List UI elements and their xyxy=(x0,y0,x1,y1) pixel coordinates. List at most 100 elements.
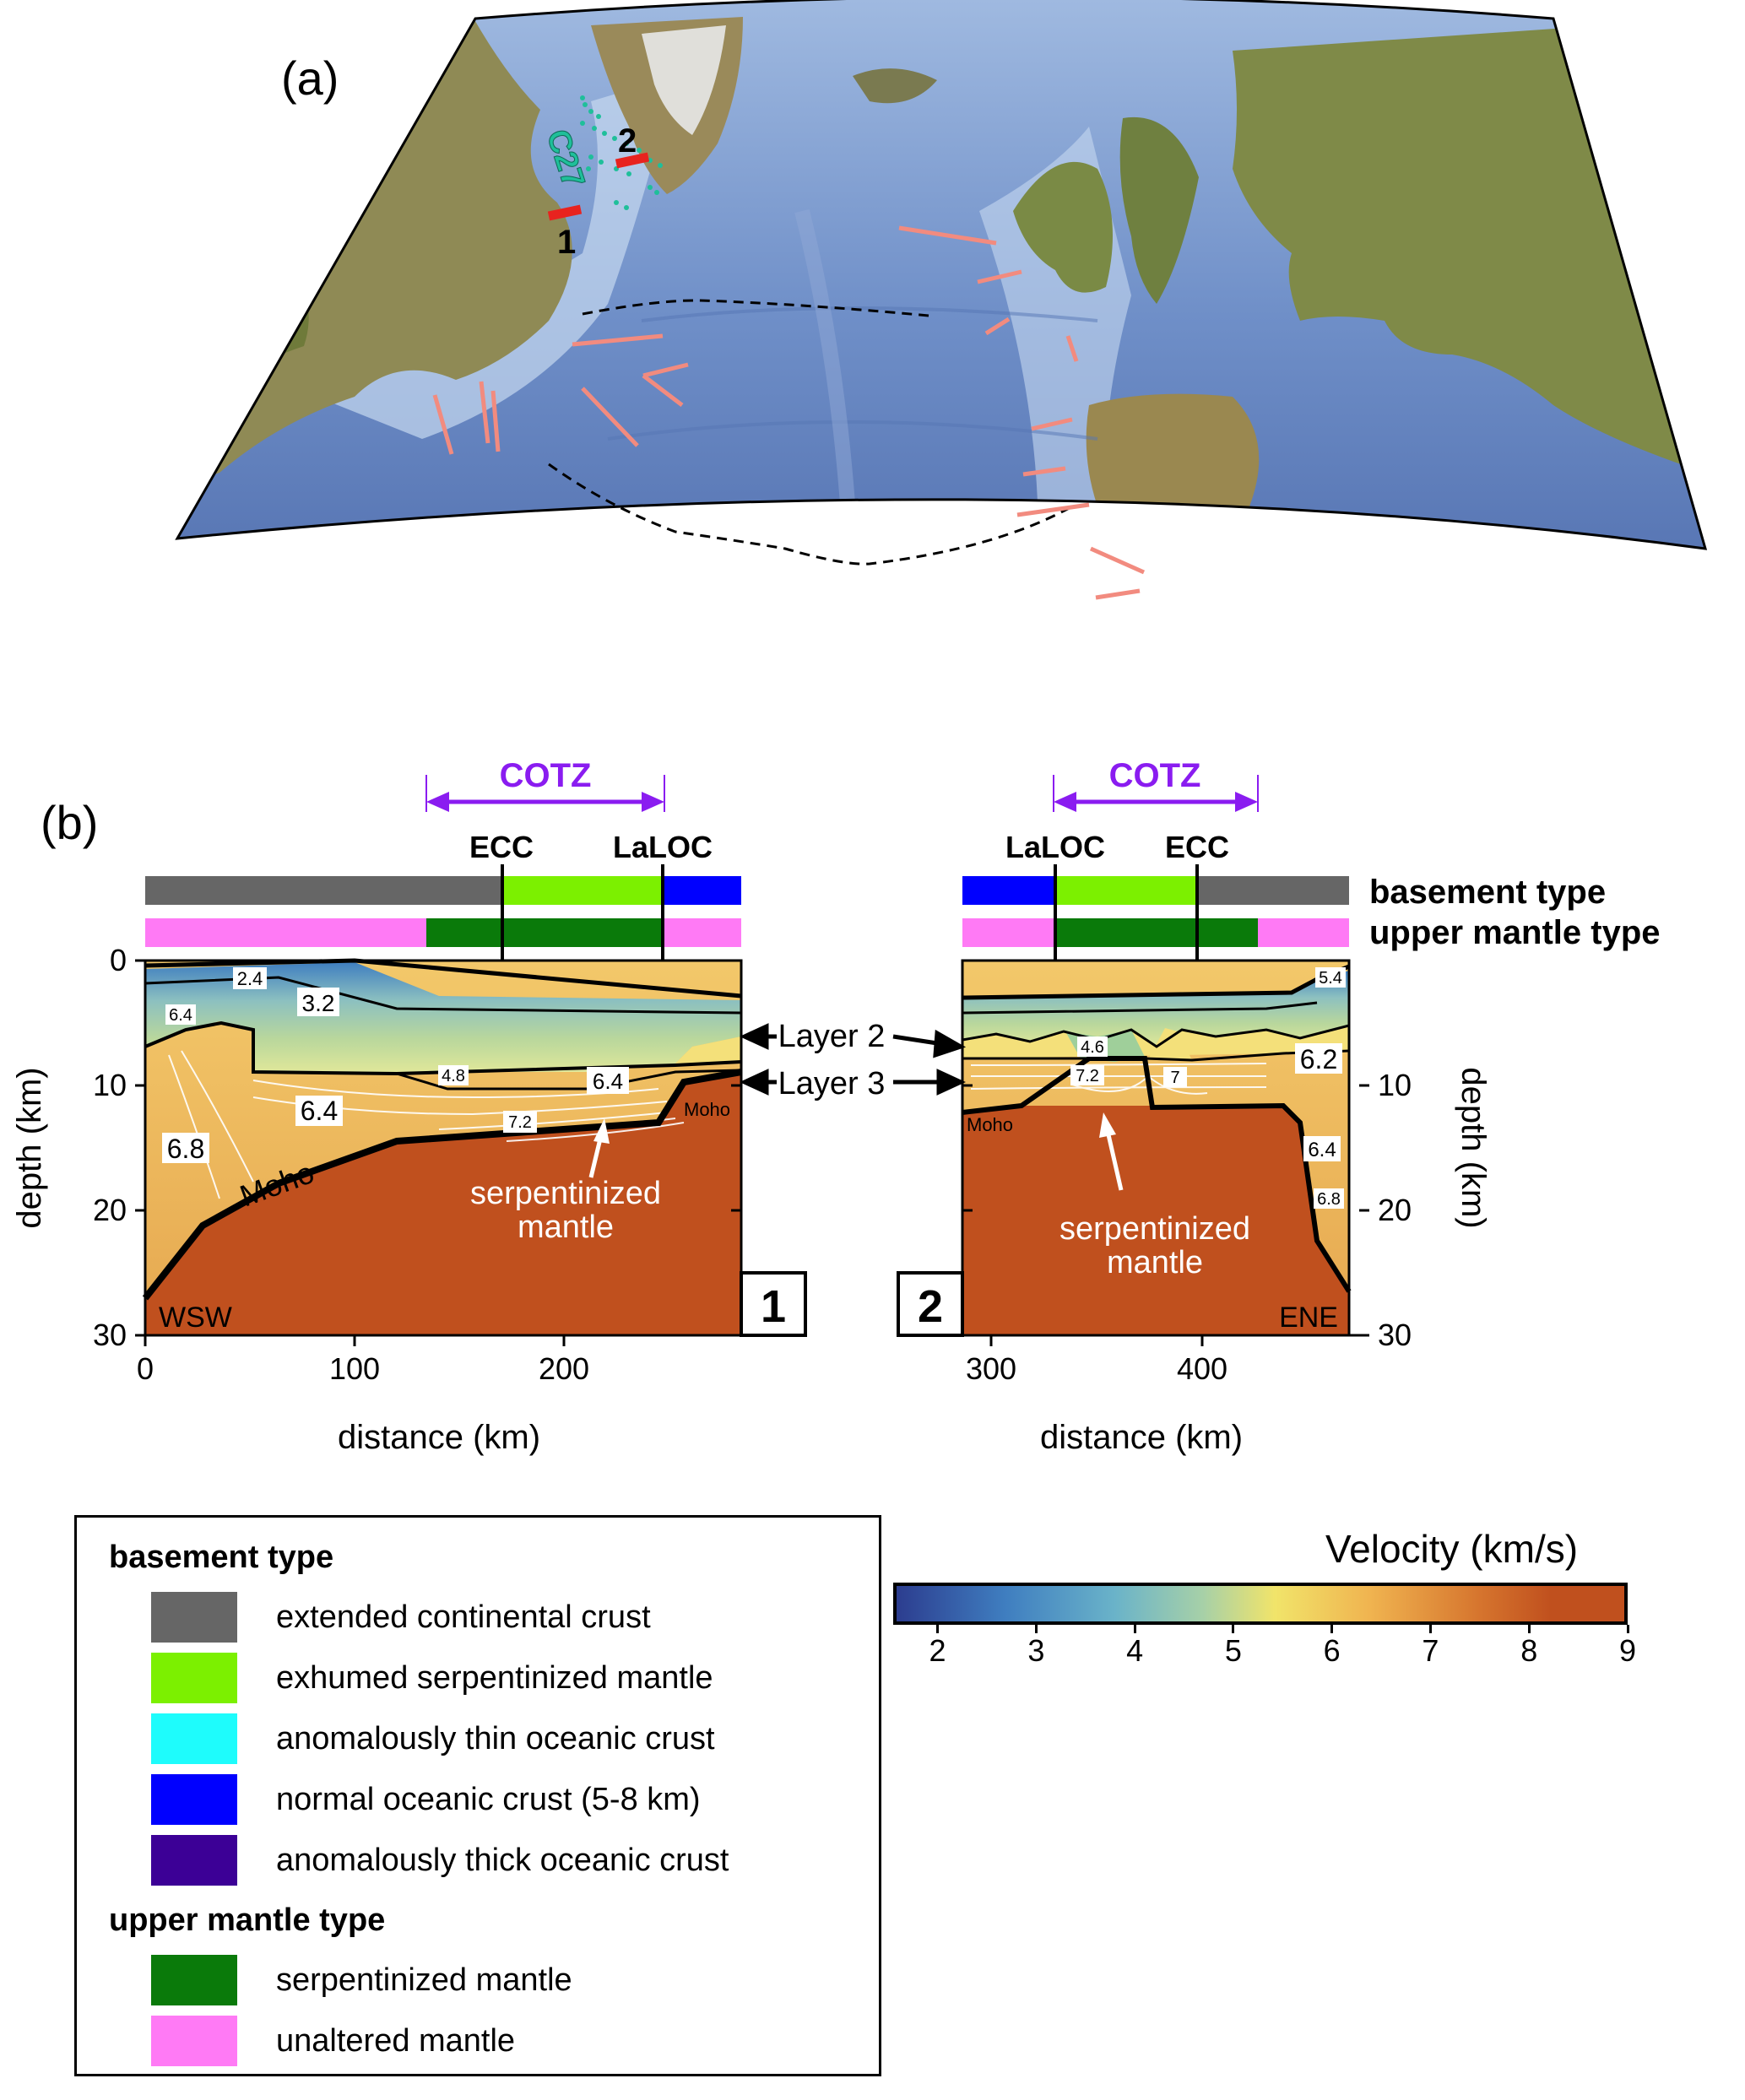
layer3-label: Layer 3 xyxy=(778,1066,886,1101)
svg-text:6.2: 6.2 xyxy=(1300,1044,1337,1074)
colorbar-tick-label: 7 xyxy=(1422,1633,1439,1668)
legend-swatch xyxy=(151,1835,237,1886)
svg-text:6.4: 6.4 xyxy=(169,1006,192,1025)
legend-swatch xyxy=(151,1955,237,2005)
svg-text:10: 10 xyxy=(1378,1068,1412,1102)
legend-box: basement type extended continental crust… xyxy=(74,1515,881,2076)
svg-text:100: 100 xyxy=(329,1351,380,1386)
svg-text:10: 10 xyxy=(93,1068,127,1102)
dashed-boundary-south xyxy=(548,463,1073,566)
svg-text:4.6: 4.6 xyxy=(1081,1038,1104,1057)
basement-row-label: basement type xyxy=(1369,874,1606,911)
cotz-arrow-1 xyxy=(425,775,665,812)
legend-basement-item: extended continental crust xyxy=(151,1592,651,1643)
profile-1-marker: 1 xyxy=(557,224,576,261)
colorbar-tick-label: 8 xyxy=(1520,1633,1538,1668)
left-axis-label: depth (km) xyxy=(11,1067,48,1228)
layer-arrows xyxy=(740,1023,967,1096)
svg-text:7: 7 xyxy=(1170,1069,1179,1087)
c27-anomaly-dots xyxy=(580,95,663,210)
ecc-label-1: ECC xyxy=(469,830,534,864)
serp-label-1a: serpentinized xyxy=(470,1176,661,1211)
north-atlantic-map: C27 1 2 xyxy=(175,0,1708,600)
legend-basement-item: exhumed serpentinized mantle xyxy=(151,1653,713,1703)
cotz-label-2: COTZ xyxy=(1109,757,1201,794)
layer2-label: Layer 2 xyxy=(778,1019,886,1054)
moho-small-label-2: Moho xyxy=(967,1114,1013,1135)
map-panel: C27 1 2 (a) xyxy=(0,0,1745,701)
right-axis-label: depth (km) xyxy=(1455,1067,1492,1228)
svg-text:6.8: 6.8 xyxy=(167,1134,204,1164)
colorbar-tick-mark xyxy=(1232,1625,1235,1633)
colorbar-tick-mark xyxy=(1428,1625,1432,1633)
mantle-row-label: upper mantle type xyxy=(1369,914,1661,951)
colorbar-tick-label: 9 xyxy=(1618,1633,1637,1668)
legend-swatch xyxy=(151,1592,237,1643)
svg-text:6.4: 6.4 xyxy=(1308,1139,1336,1161)
colorbar-tick-label: 2 xyxy=(929,1633,946,1668)
svg-text:30: 30 xyxy=(1378,1318,1412,1352)
serp-label-1b: mantle xyxy=(518,1210,614,1245)
svg-text:6.8: 6.8 xyxy=(1317,1190,1341,1209)
colorbar-tick-mark xyxy=(1133,1625,1136,1633)
x-axis-1: 0 100 200 xyxy=(137,1334,805,1386)
colorbar-tick-mark xyxy=(1527,1625,1531,1633)
svg-text:20: 20 xyxy=(93,1193,127,1227)
serp-label-2b: mantle xyxy=(1107,1245,1203,1280)
legend-label: normal oceanic crust (5-8 km) xyxy=(276,1781,701,1817)
svg-text:400: 400 xyxy=(1177,1351,1227,1386)
legend-label: anomalously thick oceanic crust xyxy=(276,1842,729,1878)
colorbar-tick-mark xyxy=(1330,1625,1334,1633)
profile-2-line xyxy=(615,152,650,169)
svg-text:2.4: 2.4 xyxy=(237,968,263,989)
laloc-label-1: LaLOC xyxy=(613,830,713,864)
legend-basement-item: anomalously thin oceanic crust xyxy=(151,1713,715,1764)
cotz-arrow-2 xyxy=(1053,775,1259,812)
moho-small-label-1: Moho xyxy=(684,1099,730,1120)
svg-text:6.4: 6.4 xyxy=(593,1069,623,1094)
svg-text:6.4: 6.4 xyxy=(301,1096,338,1126)
profile-2-marker: 2 xyxy=(618,122,637,160)
x-axis-2: 300 400 xyxy=(898,1334,1369,1386)
svg-text:7.2: 7.2 xyxy=(508,1113,532,1132)
colorbar-tick-mark xyxy=(1626,1625,1629,1633)
left-depth-axis: 0 10 20 30 xyxy=(93,943,147,1352)
profile-2-badge-box xyxy=(897,1271,964,1337)
colorbar-title: Velocity (km/s) xyxy=(1325,1527,1579,1571)
svg-text:3.2: 3.2 xyxy=(302,990,335,1016)
other-profile-lines xyxy=(432,225,1146,600)
wsw-label: WSW xyxy=(159,1302,232,1334)
type-bars-1 xyxy=(145,864,741,961)
dashed-boundary-north xyxy=(582,299,929,317)
colorbar-tick-mark xyxy=(936,1625,940,1633)
legend-basement-item: normal oceanic crust (5-8 km) xyxy=(151,1774,701,1825)
colorbar-tick-label: 5 xyxy=(1224,1633,1242,1668)
right-depth-axis: 10 20 30 xyxy=(731,1068,1412,1352)
ene-label: ENE xyxy=(1279,1302,1338,1334)
legend-label: exhumed serpentinized mantle xyxy=(276,1659,713,1696)
x-axis-2-label: distance (km) xyxy=(1040,1419,1243,1456)
serp-label-2a: serpentinized xyxy=(1059,1211,1250,1247)
legend-swatch xyxy=(151,1713,237,1764)
svg-text:200: 200 xyxy=(539,1351,589,1386)
svg-text:30: 30 xyxy=(93,1318,127,1352)
profile-2-badge: 2 xyxy=(918,1281,943,1332)
legend-label: extended continental crust xyxy=(276,1599,651,1635)
ecc-label-2: ECC xyxy=(1165,830,1229,864)
panel-a-label: (a) xyxy=(281,51,339,105)
legend-label: unaltered mantle xyxy=(276,2022,516,2059)
colorbar-tick-label: 3 xyxy=(1027,1633,1045,1668)
legend-mantle-item: unaltered mantle xyxy=(151,2016,515,2066)
svg-text:7.2: 7.2 xyxy=(1076,1067,1099,1085)
legend-basement-item: anomalously thick oceanic crust xyxy=(151,1835,729,1886)
cross-section-figure: COTZ COTZ ECC LaLOC LaLOC ECC basement t… xyxy=(11,757,1661,1456)
legend-label: anomalously thin oceanic crust xyxy=(276,1720,715,1756)
legend-swatch xyxy=(151,1653,237,1703)
type-bars-2 xyxy=(962,864,1349,961)
colorbar-tick-mark xyxy=(1034,1625,1038,1633)
profile-1-line xyxy=(547,204,583,221)
svg-text:20: 20 xyxy=(1378,1193,1412,1227)
x-axis-1-label: distance (km) xyxy=(338,1419,540,1456)
legend-mantle-title: upper mantle type xyxy=(109,1902,386,1938)
laloc-label-2: LaLOC xyxy=(1005,830,1105,864)
